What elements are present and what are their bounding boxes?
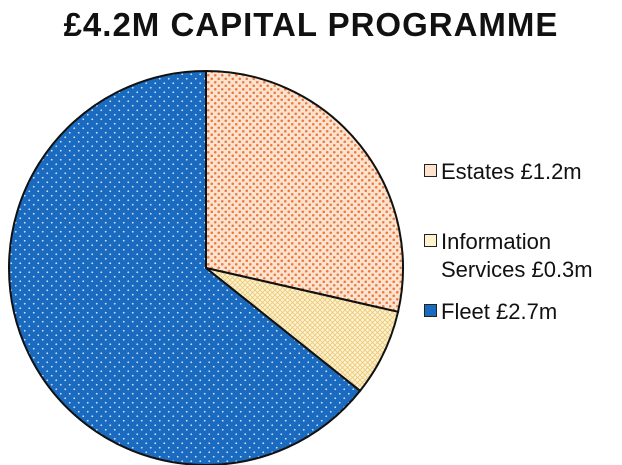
pie-slice-fleet	[8, 69, 362, 465]
pie-slice-estates	[205, 69, 404, 314]
legend-label-fleet: Fleet £2.7m	[441, 299, 558, 324]
pie-slices	[8, 69, 404, 465]
legend-label-information-services: Information Services £0.3m	[441, 229, 593, 282]
chart-title: £4.2M CAPITAL PROGRAMME	[63, 6, 559, 43]
legend-item-fleet: Fleet £2.7m	[424, 298, 557, 326]
legend-item-information-services: Information Services £0.3m	[424, 228, 614, 284]
legend-item-estates: Estates £1.2m	[424, 158, 582, 186]
legend-label-estates: Estates £1.2m	[441, 159, 582, 184]
legend-swatch-information-services	[424, 234, 437, 247]
legend-swatch-estates	[424, 164, 437, 177]
legend-swatch-fleet	[424, 304, 437, 317]
